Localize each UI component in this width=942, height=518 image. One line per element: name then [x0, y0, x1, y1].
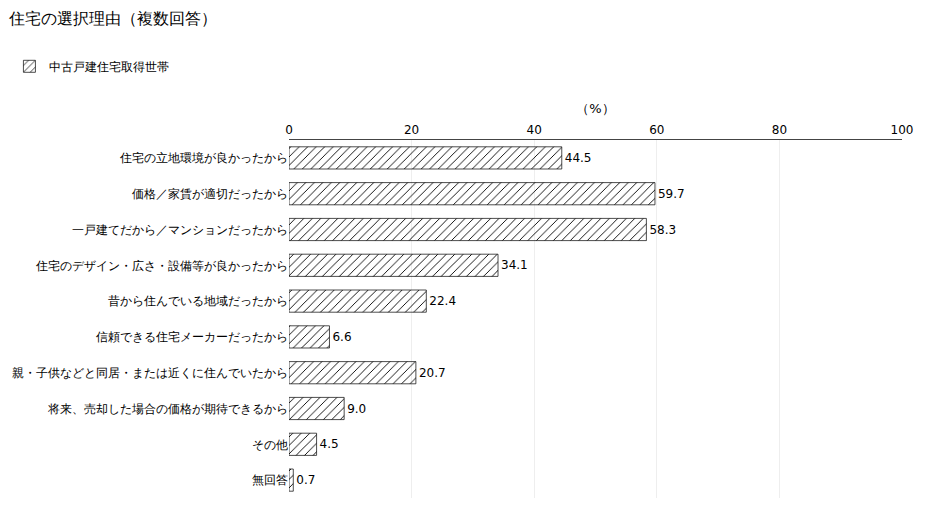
svg-text:0.7: 0.7 [296, 473, 315, 487]
svg-text:信頼できる住宅メーカーだったから: 信頼できる住宅メーカーだったから [96, 330, 288, 344]
svg-text:4.5: 4.5 [320, 437, 339, 451]
svg-text:59.7: 59.7 [658, 187, 685, 201]
svg-text:6.6: 6.6 [332, 330, 351, 344]
svg-text:34.1: 34.1 [501, 258, 528, 272]
svg-text:9.0: 9.0 [347, 402, 366, 416]
svg-text:親・子供などと同居・または近くに住んでいたから: 親・子供などと同居・または近くに住んでいたから [12, 366, 288, 380]
svg-text:住宅のデザイン・広さ・設備等が良かったから: 住宅のデザイン・広さ・設備等が良かったから [35, 259, 288, 273]
svg-text:（%）: （%） [576, 101, 614, 116]
svg-text:22.4: 22.4 [429, 294, 456, 308]
svg-text:中古戸建住宅取得世帯: 中古戸建住宅取得世帯 [49, 60, 169, 74]
svg-text:40: 40 [527, 123, 542, 137]
svg-text:将来、売却した場合の価格が期待できるから: 将来、売却した場合の価格が期待できるから [47, 402, 288, 416]
svg-text:昔から住んでいる地域だったから: 昔から住んでいる地域だったから [108, 294, 288, 308]
svg-text:一戸建てだから／マンションだったから: 一戸建てだから／マンションだったから [72, 223, 288, 237]
svg-text:0: 0 [285, 123, 293, 137]
svg-text:価格／家賃が適切だったから: 価格／家賃が適切だったから [132, 187, 288, 201]
svg-text:20: 20 [404, 123, 419, 137]
svg-text:住宅の立地環境が良かったから: 住宅の立地環境が良かったから [119, 151, 288, 165]
svg-text:44.5: 44.5 [565, 151, 592, 165]
svg-text:80: 80 [772, 123, 787, 137]
svg-text:60: 60 [649, 123, 664, 137]
svg-text:その他: その他 [252, 438, 288, 452]
svg-text:58.3: 58.3 [649, 223, 676, 237]
svg-text:100: 100 [891, 123, 914, 137]
svg-text:無回答: 無回答 [252, 473, 288, 487]
svg-text:住宅の選択理由（複数回答）: 住宅の選択理由（複数回答） [8, 9, 217, 28]
svg-text:20.7: 20.7 [419, 366, 446, 380]
